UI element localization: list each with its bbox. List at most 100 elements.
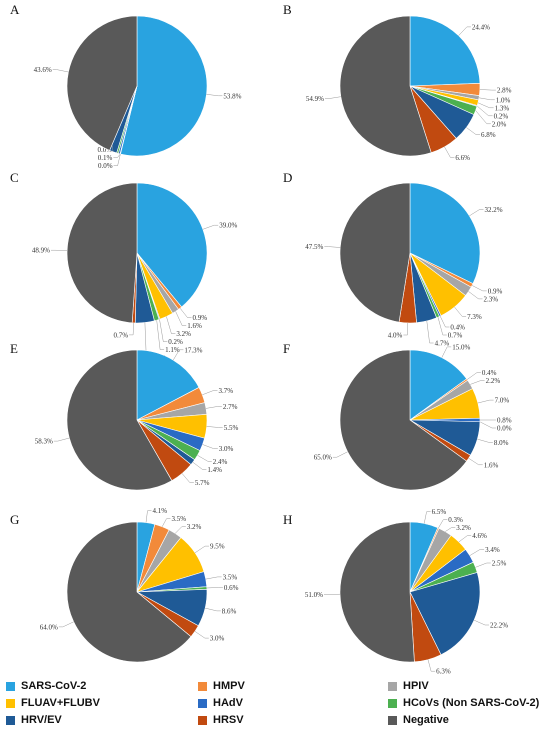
data-label-f-fluav-flubv: 7.0% [495, 397, 510, 405]
data-label-g-hmpv: 3.5% [172, 515, 187, 523]
leader-line-e-hcovs-non-sars-cov-2 [197, 455, 212, 462]
leader-line-c-hadv [159, 319, 168, 342]
leader-line-g-sars-cov-2 [145, 510, 152, 523]
leader-line-f-fluav-flubv [477, 399, 494, 404]
legend-item-hmpv: HMPV [198, 680, 245, 692]
leader-line-e-hrv-ev [192, 462, 207, 470]
pie-chart-h: H 6.5%0.3%3.2%4.6% 3.4% 2.5% 22.2% 6.3% 51.0% [283, 508, 508, 674]
legend-item-sars-cov-2: SARS-CoV-2 [6, 680, 86, 692]
pie-slice-f-negative [339, 349, 468, 491]
pie-slice-d-negative [339, 182, 411, 323]
legend-label-fluav-flubv: FLUAV+FLUBV [21, 697, 100, 709]
legend-label-hrv-ev: HRV/EV [21, 714, 62, 726]
leader-line-a-hpiv [113, 153, 121, 158]
data-label-b-sars-cov-2: 24.4% [472, 23, 490, 31]
legend-swatch-sars-cov-2 [6, 681, 15, 691]
data-label-g-hcovs-non-sars-cov-2: 0.6% [224, 584, 239, 592]
leader-line-g-fluav-flubv [194, 545, 209, 554]
panel-letter-h: H [283, 512, 292, 527]
leader-line-e-hpiv [205, 406, 222, 409]
leader-line-d-hcovs-non-sars-cov-2 [437, 317, 447, 336]
leader-line-e-sars-cov-2 [172, 349, 184, 361]
data-label-f-hcovs-non-sars-cov-2: 0.0% [497, 425, 512, 433]
pie-charts-figure: A53.8%0.0%0.1%0.0%0.4%0.4%1.7%0.0%43.6%B… [10, 2, 512, 674]
data-label-d-negative: 47.5% [305, 243, 323, 251]
legend-label-hcovs: HCoVs (Non SARS-CoV-2) [403, 697, 540, 709]
legend-swatch-negative [388, 715, 397, 725]
leader-line-g-hpiv [175, 526, 186, 534]
data-label-h-hmpv: 0.3% [448, 516, 463, 524]
data-label-f-hpiv: 2.2% [486, 377, 501, 385]
data-label-e-hrv-ev: 1.4% [207, 466, 222, 474]
data-label-f-negative: 65.0% [314, 454, 332, 462]
leader-line-f-hrsv [468, 457, 483, 466]
legend-swatch-hmpv [198, 681, 207, 691]
leader-line-c-hmpv [179, 308, 192, 318]
data-label-f-hrsv: 1.6% [484, 461, 499, 469]
legend-item-hrsv: HRSV [198, 714, 244, 726]
data-label-h-hcovs-non-sars-cov-2: 2.5% [492, 560, 507, 568]
data-label-c-hpiv: 1.6% [187, 322, 202, 330]
data-label-g-fluav-flubv: 9.5% [210, 543, 225, 551]
legend-swatch-hadv [198, 698, 207, 708]
leader-line-g-hrsv [194, 631, 209, 639]
data-label-b-hmpv: 2.8% [497, 87, 512, 95]
legend-item-hrv-ev: HRV/EV [6, 714, 62, 726]
leader-line-d-hadv [439, 315, 450, 328]
legend: SARS-CoV-2 HMPV HPIV FLUAV+FLUBV HAdV HC… [0, 674, 550, 731]
pie-slice-d-sars-cov-2 [409, 182, 481, 285]
leader-line-b-hrv-ev [466, 127, 480, 135]
legend-item-hpiv: HPIV [388, 680, 429, 692]
leader-line-c-hcovs-non-sars-cov-2 [156, 320, 165, 350]
leader-line-g-hcovs-non-sars-cov-2 [206, 587, 223, 589]
leader-line-b-sars-cov-2 [458, 26, 471, 36]
data-label-g-hrsv: 3.0% [210, 635, 225, 643]
data-label-a-hpiv: 0.1% [98, 154, 113, 162]
pie-slice-e-negative [66, 349, 173, 491]
pie-chart-f: F 15.0% 0.4%2.2% 7.0% 0.8%0.0% 8.0% 1.6% 65.0% [283, 341, 512, 491]
pie-slice-b-negative [339, 15, 432, 157]
data-label-b-hrv-ev: 6.8% [481, 131, 496, 139]
panel-letter-f: F [283, 341, 290, 356]
data-label-b-hadv: 0.2% [494, 112, 509, 120]
data-label-h-sars-cov-2: 6.5% [432, 508, 447, 516]
leader-line-b-negative [325, 96, 341, 99]
leader-line-g-negative [58, 621, 74, 628]
data-label-h-hadv: 3.4% [485, 546, 500, 554]
data-label-a-fluav-flubv: 0.0% [98, 146, 113, 154]
leader-line-f-hmpv [466, 372, 481, 380]
leader-line-b-fluav-flubv [477, 102, 494, 109]
data-label-e-fluav-flubv: 5.5% [224, 424, 239, 432]
data-label-a-sars-cov-2: 53.8% [223, 92, 241, 100]
pie-slice-h-hrv-ev [409, 572, 481, 656]
panel-letter-e: E [10, 341, 18, 356]
data-label-g-hrv-ev: 8.6% [222, 607, 237, 615]
data-label-h-fluav-flubv: 4.6% [472, 532, 487, 540]
data-label-d-sars-cov-2: 32.2% [485, 206, 503, 214]
legend-label-negative: Negative [403, 714, 449, 726]
leader-line-g-hrv-ev [205, 607, 221, 612]
pie-chart-e: E 17.3% 3.7% 2.7% 5.5% 3.0% 2.4%1.4% 5.7% 58.3% [10, 341, 239, 491]
data-label-a-hmpv: 0.0% [98, 162, 113, 170]
data-label-f-hrv-ev: 8.0% [494, 439, 509, 447]
leader-line-g-hadv [205, 576, 222, 580]
pie-chart-b: B 24.4% 2.8%1.0%1.3%0.2%2.0% 6.8% 6.6% 54.9% [283, 2, 512, 162]
leader-line-h-hpiv [445, 527, 456, 532]
leader-line-d-hpiv [468, 291, 483, 300]
leader-line-d-hrv-ev [426, 320, 434, 344]
data-label-e-hcovs-non-sars-cov-2: 2.4% [213, 458, 228, 466]
data-label-e-negative: 58.3% [35, 438, 53, 446]
data-label-e-hrsv: 5.7% [195, 479, 210, 487]
data-label-c-hadv: 0.2% [168, 338, 183, 346]
leader-line-f-hcovs-non-sars-cov-2 [479, 421, 496, 429]
data-label-e-hmpv: 3.7% [219, 387, 234, 395]
leader-line-b-hadv [476, 105, 493, 117]
pie-slice-e-sars-cov-2 [136, 349, 200, 421]
data-label-g-negative: 64.0% [40, 623, 58, 631]
data-label-c-fluav-flubv: 3.2% [176, 330, 191, 338]
pie-slice-a-negative [66, 15, 138, 151]
data-label-d-hrv-ev: 4.7% [435, 340, 450, 348]
data-label-h-hpiv: 3.2% [456, 524, 471, 532]
data-label-b-fluav-flubv: 1.3% [495, 104, 510, 112]
leader-line-a-sars-cov-2 [206, 94, 223, 97]
